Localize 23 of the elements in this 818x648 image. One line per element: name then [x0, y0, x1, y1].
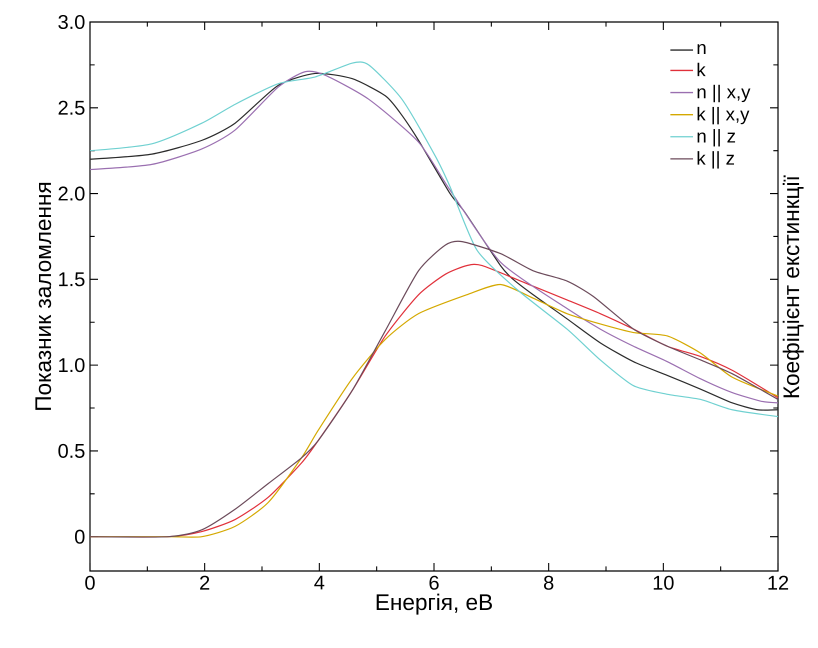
legend-label: n || z: [698, 129, 736, 146]
y-tick-label: 2.5: [58, 100, 84, 115]
y-tick-label: 1.0: [59, 358, 85, 372]
y-tick-label: 1.5: [59, 272, 84, 286]
y-tick-label: 3.0: [58, 14, 85, 30]
legend-label: k || z: [698, 151, 734, 169]
x-tick-label: 8: [544, 576, 554, 590]
x-tick-label: 0: [85, 576, 95, 590]
x-axis-title: Енергія, еВ: [376, 594, 492, 615]
y-tick-label: 2.0: [58, 186, 85, 201]
legend-label: n: [698, 44, 706, 54]
x-tick-label: 10: [654, 576, 674, 590]
y2-axis-title: Коефіцієнт екстинкції: [782, 175, 804, 398]
legend-label: n || x,y: [698, 84, 750, 102]
y-axis-title: Показник заломлення: [35, 182, 52, 410]
y-tick-label: 0: [74, 530, 85, 544]
x-tick-label: 4: [314, 576, 324, 590]
x-tick-label: 6: [429, 576, 439, 590]
x-tick-label: 2: [200, 576, 210, 590]
y-tick-label: 0.5: [58, 444, 84, 458]
x-tick-label: 12: [768, 576, 788, 590]
legend-label: k: [698, 62, 706, 76]
legend-label: k || x,y: [698, 106, 750, 124]
